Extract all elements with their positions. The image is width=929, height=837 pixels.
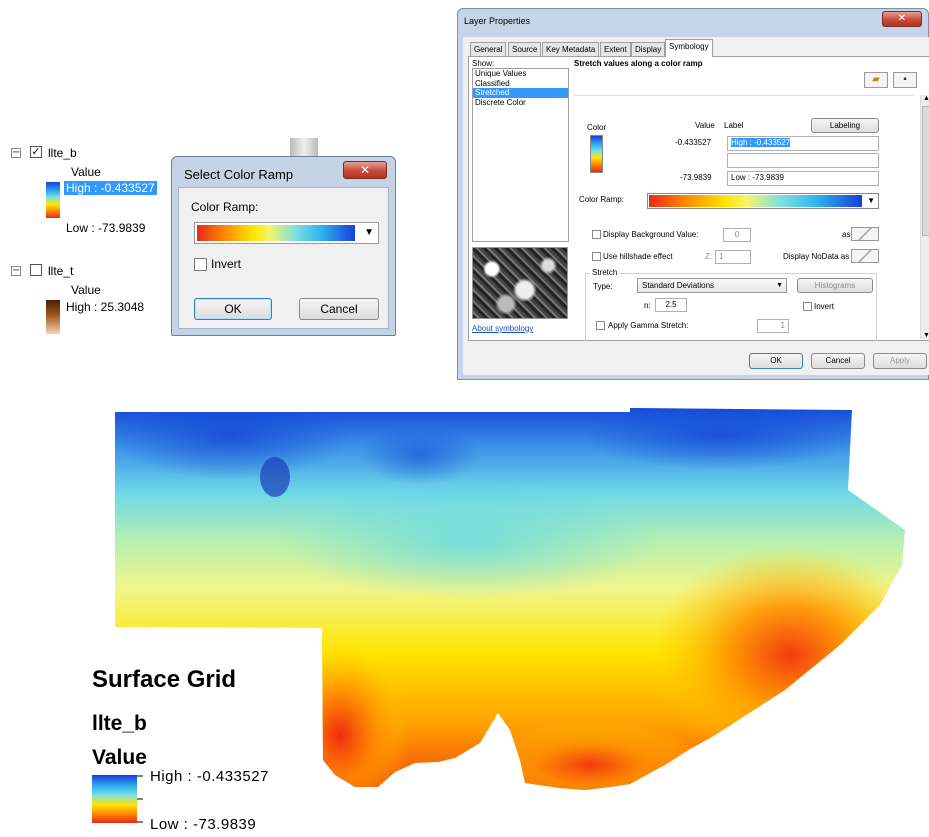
map-legend-ramp bbox=[92, 775, 137, 823]
layer-name[interactable]: llte_t bbox=[48, 264, 74, 278]
tab-source[interactable]: Source bbox=[508, 42, 542, 57]
z-field[interactable]: 1 bbox=[715, 250, 751, 264]
map-low-label: Low : -73.9839 bbox=[150, 816, 256, 833]
type-label: Type: bbox=[593, 282, 613, 291]
high-value: -0.433527 bbox=[675, 138, 712, 147]
label-col-heading: Label bbox=[724, 121, 744, 130]
high-label[interactable]: High : -0.433527 bbox=[64, 181, 157, 195]
select-color-ramp-dialog: Select Color Ramp ✕ Color Ramp: ▼ Invert… bbox=[171, 156, 396, 336]
ramp-preview bbox=[197, 225, 355, 241]
gamma-checkbox[interactable] bbox=[596, 321, 605, 330]
value-heading: Value bbox=[71, 165, 101, 179]
tab-display[interactable]: Display bbox=[631, 42, 666, 57]
dialog-title: Layer Properties bbox=[464, 16, 531, 26]
gamma-field[interactable]: 1 bbox=[757, 319, 789, 333]
tab-key-metadata[interactable]: Key Metadata bbox=[542, 42, 600, 57]
stretch-group bbox=[585, 273, 877, 341]
ok-button[interactable]: OK bbox=[194, 298, 272, 320]
background-value-field[interactable]: 0 bbox=[723, 228, 751, 242]
color-ramp-dropdown[interactable]: ▼ bbox=[647, 193, 879, 209]
tab-symbology[interactable]: Symbology bbox=[665, 39, 713, 57]
scroll-down-icon[interactable]: ▼ bbox=[923, 332, 929, 339]
color-ramp-label: Color Ramp: bbox=[579, 195, 624, 204]
low-label: Low : -73.9839 bbox=[66, 221, 146, 235]
layer-properties-dialog: Layer Properties ✕ General Source Key Me… bbox=[457, 8, 929, 380]
nodata-label: Display NoData as bbox=[783, 252, 850, 261]
chevron-down-icon: ▼ bbox=[364, 227, 374, 238]
list-item-selected[interactable]: Stretched bbox=[473, 88, 568, 98]
apply-button[interactable]: Apply bbox=[873, 353, 927, 369]
invert-label: Invert bbox=[211, 257, 242, 271]
list-item[interactable]: Discrete Color bbox=[475, 97, 526, 107]
dialog-title: Select Color Ramp bbox=[184, 167, 294, 182]
scroll-up-icon[interactable]: ▲ bbox=[923, 95, 929, 102]
chevron-down-icon: ▼ bbox=[776, 282, 783, 289]
collapse-toggle-icon[interactable]: − bbox=[11, 147, 21, 158]
scrollbar[interactable]: ▲ ▼ bbox=[920, 95, 929, 339]
layer-name[interactable]: llte_b bbox=[48, 146, 77, 160]
elevation-surface bbox=[115, 408, 905, 790]
stretch-type-dropdown[interactable]: Standard Deviations ▼ bbox=[637, 278, 787, 293]
invert-checkbox[interactable] bbox=[194, 258, 207, 271]
symbology-preview-image bbox=[472, 247, 568, 319]
ok-button[interactable]: OK bbox=[749, 353, 803, 369]
color-swatch[interactable] bbox=[590, 135, 603, 173]
tab-general[interactable]: General bbox=[470, 42, 507, 57]
legend-ramp-swatch bbox=[46, 182, 60, 218]
collapse-toggle-icon[interactable]: − bbox=[11, 265, 21, 276]
map-high-label: High : -0.433527 bbox=[150, 768, 269, 785]
n-field[interactable]: 2.5 bbox=[655, 298, 687, 312]
invert-checkbox[interactable] bbox=[803, 302, 812, 311]
tab-extent[interactable]: Extent bbox=[600, 42, 631, 57]
list-item[interactable]: Unique Values bbox=[475, 69, 527, 78]
map-value-heading: Value bbox=[92, 746, 147, 769]
show-list: Unique Values Classified Stretched Discr… bbox=[472, 68, 569, 242]
map-layer-name: llte_b bbox=[92, 712, 147, 735]
invert-label: Invert bbox=[814, 302, 835, 311]
save-icon[interactable]: ▪ bbox=[893, 72, 917, 88]
folder-icon[interactable]: ▰ bbox=[864, 72, 888, 88]
nodata-color-picker[interactable] bbox=[851, 249, 879, 263]
low-label-field[interactable]: Low : -73.9839 bbox=[727, 171, 879, 186]
layer-visibility-checkbox[interactable]: ✓ bbox=[30, 145, 42, 158]
map-title: Surface Grid bbox=[92, 666, 236, 693]
cancel-button[interactable]: Cancel bbox=[811, 353, 865, 369]
close-button[interactable]: ✕ bbox=[882, 11, 922, 27]
display-background-checkbox[interactable] bbox=[592, 230, 601, 239]
close-button[interactable]: ✕ bbox=[343, 161, 387, 179]
gamma-label: Apply Gamma Stretch: bbox=[608, 321, 689, 330]
value-col-heading: Value bbox=[695, 121, 715, 130]
ramp-preview bbox=[649, 195, 862, 207]
mid-label-field[interactable] bbox=[727, 153, 879, 168]
list-item[interactable]: Classified bbox=[475, 78, 510, 88]
chevron-down-icon: ▼ bbox=[867, 196, 875, 205]
low-value: -73.9839 bbox=[680, 173, 712, 182]
labeling-button[interactable]: Labeling bbox=[811, 118, 879, 133]
stretch-group-label: Stretch bbox=[590, 268, 620, 277]
color-col-heading: Color bbox=[587, 123, 607, 132]
about-symbology-link[interactable]: About symbology bbox=[472, 324, 534, 333]
show-label: Show: bbox=[472, 59, 495, 68]
surface-grid-map: Surface Grid llte_b Value High : -0.4335… bbox=[92, 408, 905, 833]
value-heading: Value bbox=[71, 283, 101, 297]
z-label: Z: bbox=[705, 252, 713, 261]
legend-ramp-swatch bbox=[46, 300, 60, 334]
stretch-header: Stretch values along a color ramp bbox=[574, 59, 703, 68]
color-ramp-dropdown[interactable]: ▼ bbox=[194, 222, 379, 244]
hillshade-checkbox[interactable] bbox=[592, 252, 601, 261]
layer-visibility-checkbox[interactable] bbox=[30, 264, 42, 276]
scroll-thumb[interactable] bbox=[922, 106, 929, 236]
high-label: High : 25.3048 bbox=[66, 300, 145, 314]
histograms-button[interactable]: Histograms bbox=[797, 278, 873, 293]
cancel-button[interactable]: Cancel bbox=[299, 298, 379, 320]
background-color-picker[interactable] bbox=[851, 227, 879, 241]
hillshade-label: Use hillshade effect bbox=[603, 252, 673, 261]
high-label-field[interactable]: High : -0.433527 bbox=[727, 136, 879, 151]
window-edge bbox=[290, 138, 318, 158]
display-background-label: Display Background Value: bbox=[603, 230, 699, 239]
color-ramp-label: Color Ramp: bbox=[191, 200, 259, 214]
as-label: as bbox=[842, 230, 851, 239]
n-label: n: bbox=[644, 301, 651, 310]
